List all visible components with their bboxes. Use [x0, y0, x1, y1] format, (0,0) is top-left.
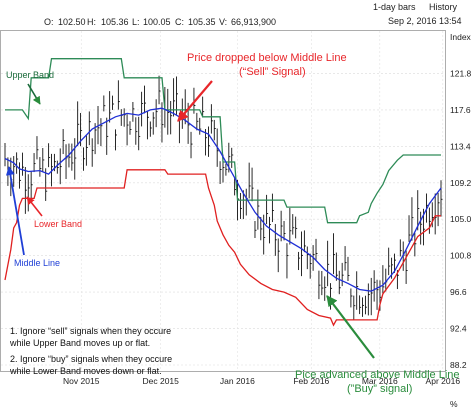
sell-annotation-title: Price dropped below Middle Line — [187, 52, 347, 64]
history-label: History — [429, 2, 458, 12]
low-value: 100.05 — [143, 17, 171, 27]
corner-percent: % — [450, 399, 458, 409]
y-tick-label: 100.8 — [450, 251, 472, 261]
sell-annotation-sub: (“Sell” Signal) — [239, 66, 306, 78]
x-tick-label: Dec 2015 — [142, 376, 179, 386]
buy-annotation-sub: (”Buy” signal) — [347, 383, 412, 395]
series-middle-line — [4, 107, 442, 292]
note-1-line-2: while Upper Band moves up or flat. — [9, 338, 150, 348]
chart-header: O: 102.50 H: 105.36 L: 100.05 C: 105.35 … — [44, 2, 462, 27]
lower-band-arrow — [26, 196, 43, 217]
y-tick-label: 88.2 — [450, 360, 467, 370]
lower-band-label: Lower Band — [34, 219, 82, 229]
close-value: 105.35 — [188, 17, 216, 27]
y-tick-label: 121.8 — [450, 68, 472, 78]
high-label: H: — [87, 17, 96, 27]
buy-arrow — [326, 295, 375, 359]
y-tick-label: 92.4 — [450, 324, 467, 334]
x-axis-ticks: Nov 2015 Dec 2015 Jan 2016 Feb 2016 Mar 2016… — [63, 376, 460, 386]
series-upper-band — [5, 58, 441, 224]
open-label: O: — [44, 17, 54, 27]
x-tick-label: Nov 2015 — [63, 376, 100, 386]
x-tick-label: Feb 2016 — [293, 376, 329, 386]
upper-band-label: Upper Band — [6, 70, 54, 80]
note-1-line-1: 1. Ignore “sell” signals when they occur… — [10, 326, 171, 336]
volume-value: 66,913,900 — [231, 17, 276, 27]
y-tick-label: 113.4 — [450, 141, 471, 151]
close-label: C: — [175, 17, 184, 27]
series-lower-band — [4, 169, 441, 327]
sell-arrow — [177, 80, 213, 122]
y-tick-label: 96.6 — [450, 287, 467, 297]
upper-band-arrow — [27, 83, 41, 105]
x-tick-label: Jan 2016 — [220, 376, 255, 386]
x-tick-label: Apr 2016 — [426, 376, 461, 386]
timestamp: Sep 2, 2016 13:54 — [388, 16, 462, 26]
buy-annotation-title: Pice advanced above Middle Line — [295, 369, 460, 381]
y-tick-label: 117.6 — [450, 105, 471, 115]
band-series — [4, 58, 442, 327]
middle-line-arrow — [5, 166, 25, 256]
low-label: L: — [132, 17, 140, 27]
plot-frame — [0, 30, 446, 372]
y-axis-ticks: 121.8 117.6 113.4 109.2 105.0 100.8 96.6 92.4 88… — [450, 68, 472, 370]
y-tick-label: 109.2 — [450, 178, 472, 188]
index-label: Index — [450, 32, 472, 42]
high-value: 105.36 — [101, 17, 129, 27]
interval-label: 1-day bars — [373, 2, 416, 12]
middle-line-label: Middle Line — [14, 258, 60, 268]
x-tick-label: Mar 2016 — [362, 376, 398, 386]
annotations: Price dropped below Middle Line (“Sell” … — [5, 52, 460, 395]
note-2-line-2: while Lower Band moves down or flat. — [9, 366, 162, 376]
open-value: 102.50 — [58, 17, 86, 27]
volume-label: V: — [219, 17, 227, 27]
y-tick-label: 105.0 — [450, 214, 472, 224]
note-2-line-1: 2. Ignore “buy” signals when they occure — [10, 354, 172, 364]
